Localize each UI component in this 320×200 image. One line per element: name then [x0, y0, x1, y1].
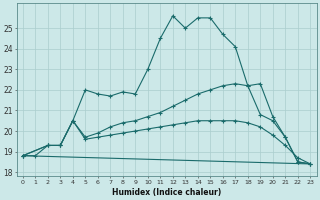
X-axis label: Humidex (Indice chaleur): Humidex (Indice chaleur)	[112, 188, 221, 197]
